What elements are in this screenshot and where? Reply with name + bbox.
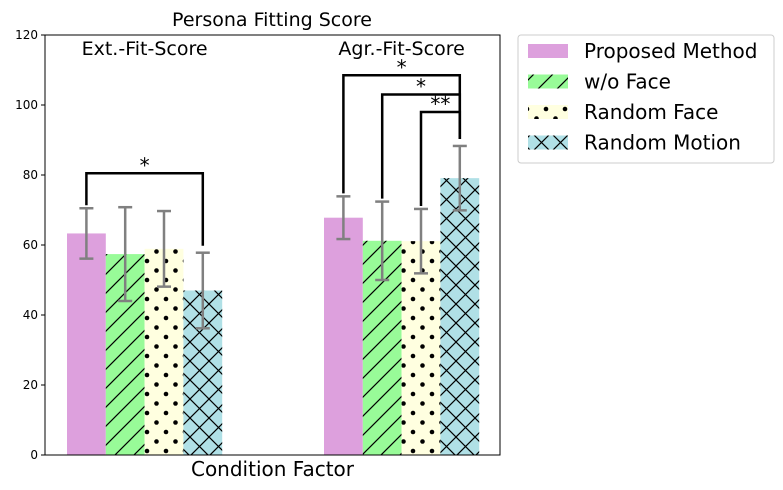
bar-proposed-method-agr-fit-score (324, 217, 363, 455)
significance-label: * (397, 55, 407, 79)
legend-label-random-motion: Random Motion (584, 131, 741, 155)
error-bar-proposed-method-ext-fit-score (79, 207, 94, 260)
category-label-ext-fit-score: Ext.-Fit-Score (82, 38, 208, 60)
significance-bracket: * (85, 153, 205, 246)
legend-swatch-random-face (528, 105, 568, 119)
significance-bracket: * (342, 55, 462, 194)
error-bar-w-o-face-agr-fit-score (375, 200, 390, 282)
bar-hatch-random-motion-agr-fit-score (440, 178, 480, 455)
category-label-agr-fit-score: Agr.-Fit-Score (338, 38, 464, 60)
error-bar-random-motion-agr-fit-score (452, 144, 467, 212)
legend-label-w-o-face: w/o Face (584, 70, 671, 94)
x-axis-label: Condition Factor (191, 457, 355, 481)
y-tick-label: 120 (15, 28, 38, 42)
significance-bracket: ** (419, 92, 462, 206)
y-tick-label: 20 (23, 378, 38, 392)
legend-frame (517, 34, 775, 164)
error-bar-random-face-agr-fit-score (414, 207, 428, 275)
legend-swatch-random-motion (528, 135, 568, 150)
legend-swatch-proposed-method (528, 44, 568, 58)
y-axis: 0 20 40 60 80 100 120 (15, 28, 45, 462)
y-tick-label: 40 (23, 308, 38, 322)
legend: Proposed Method w/o Face Random Face Random… (517, 34, 775, 164)
y-tick-label: 100 (15, 98, 38, 112)
y-tick-label: 0 (30, 448, 38, 462)
error-bar-random-motion-ext-fit-score (195, 251, 210, 330)
legend-label-random-face: Random Face (584, 100, 718, 124)
legend-swatch-w-o-face (528, 74, 568, 89)
chart-title: Persona Fitting Score (172, 9, 372, 31)
bar-hatch-random-face-agr-fit-score (401, 241, 441, 455)
error-bar-w-o-face-ext-fit-score (118, 205, 133, 303)
legend-label-proposed-method: Proposed Method (584, 39, 757, 63)
y-tick-label: 60 (23, 238, 38, 252)
significance-label: * (140, 153, 150, 177)
significance-label: * (416, 75, 426, 99)
significance-label: ** (430, 92, 450, 116)
error-bar-proposed-method-agr-fit-score (336, 195, 351, 241)
y-tick-label: 80 (23, 168, 38, 182)
error-bar-random-face-ext-fit-score (157, 209, 171, 288)
bar-proposed-method-ext-fit-score (67, 233, 106, 455)
